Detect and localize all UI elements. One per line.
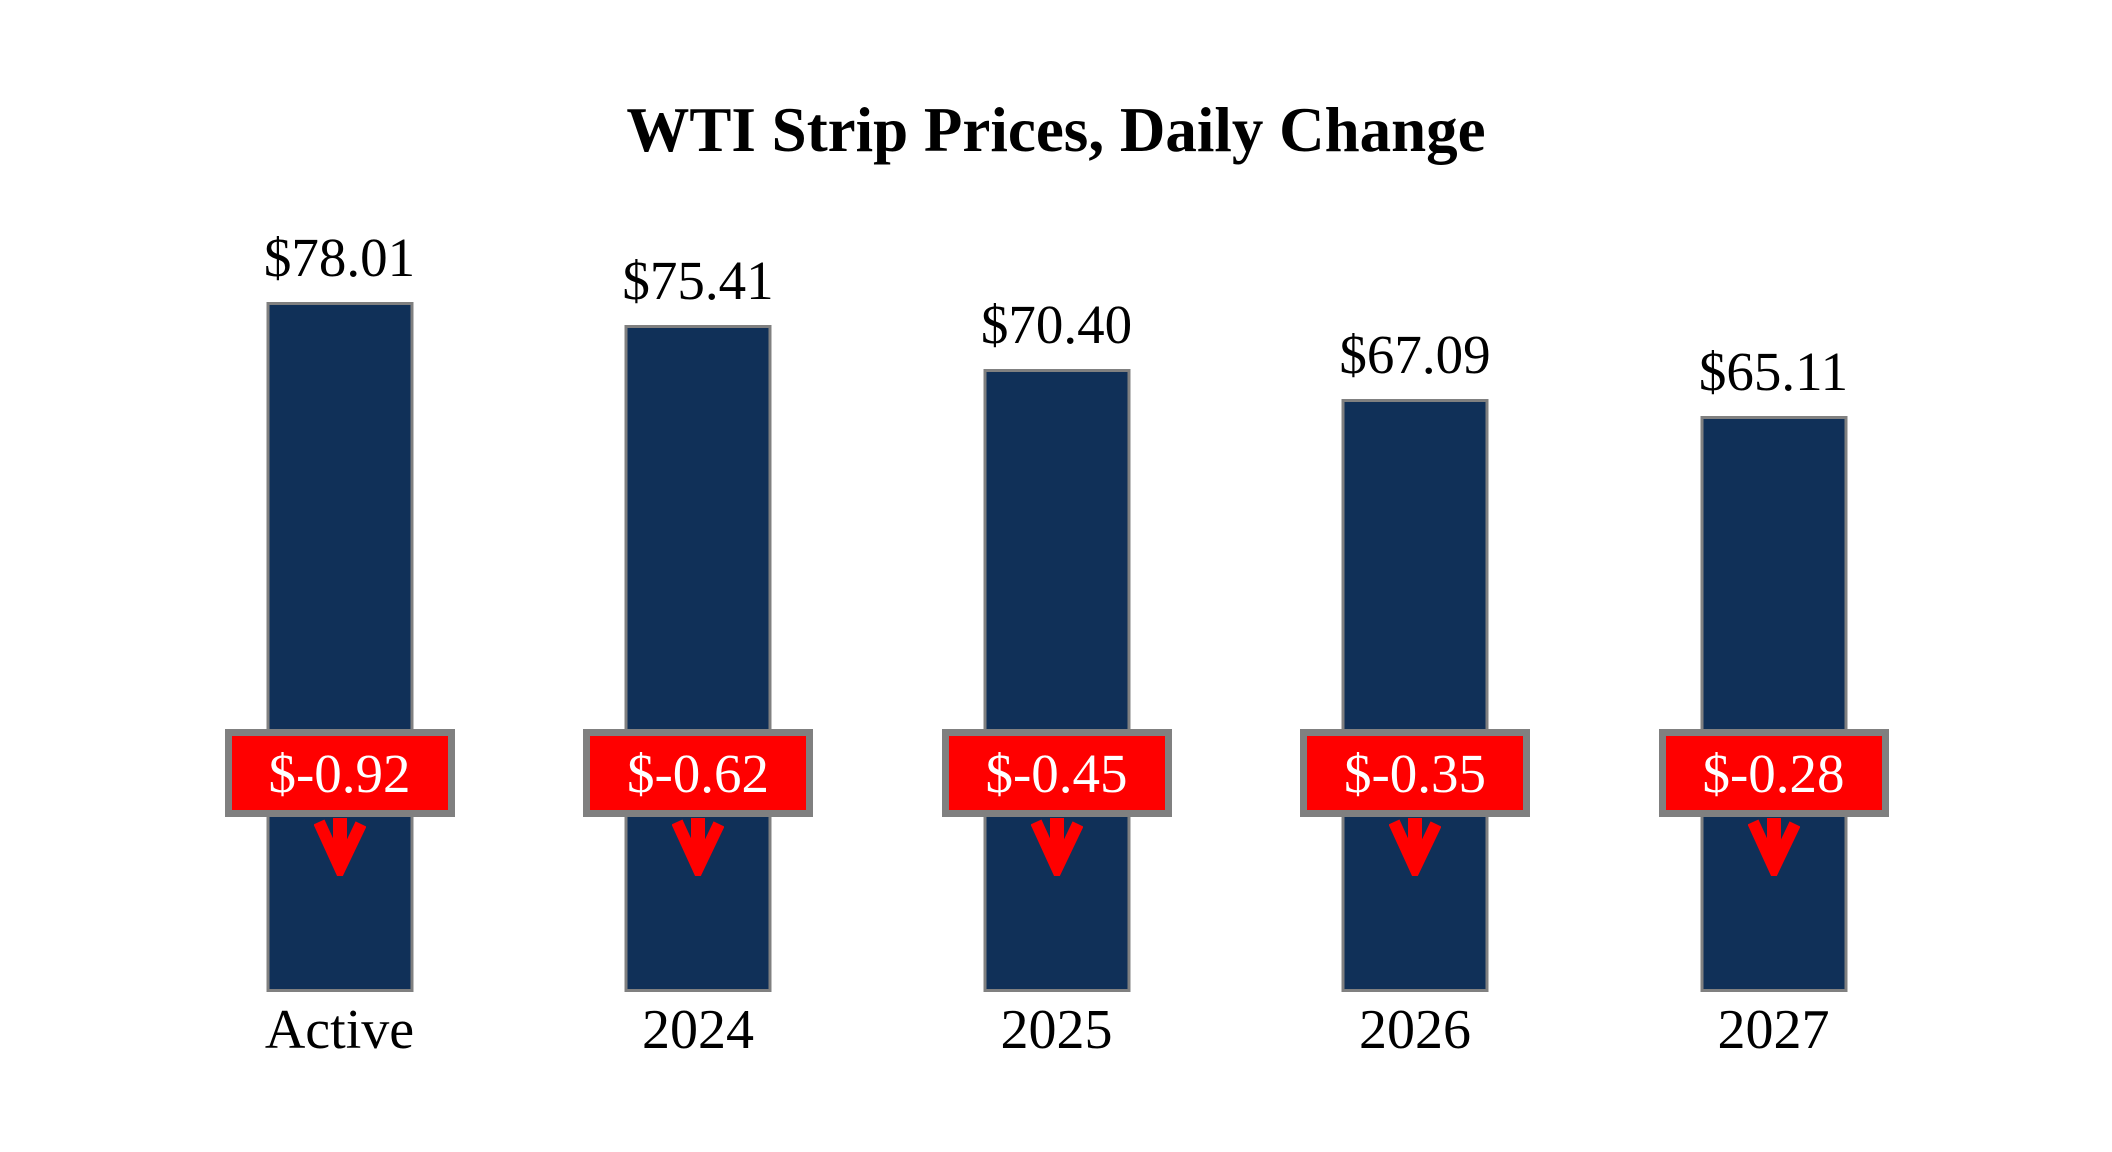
down-arrow-icon	[1030, 818, 1083, 883]
price-bar	[624, 325, 772, 992]
down-arrow-icon	[1747, 818, 1800, 883]
change-label: $-0.92	[268, 742, 411, 804]
down-arrow-icon	[1388, 818, 1442, 883]
price-label: $78.01	[263, 227, 416, 288]
change-badge: $-0.35	[1300, 729, 1530, 817]
category-label: 2026	[1359, 999, 1471, 1061]
change-label: $-0.35	[1343, 742, 1487, 804]
chart-column-2024: $75.41 $-0.62 2024	[519, 0, 877, 1152]
category-label: 2025	[1000, 999, 1113, 1061]
category-label: 2024	[642, 999, 754, 1061]
change-label: $-0.45	[985, 742, 1128, 804]
change-badge: $-0.62	[583, 729, 813, 817]
price-label: $67.09	[1339, 324, 1491, 385]
change-badge: $-0.28	[1658, 729, 1889, 817]
chart-column-active: $78.01 $-0.92 Active	[161, 0, 519, 1152]
price-bar	[983, 369, 1130, 992]
change-badge: $-0.45	[941, 729, 1172, 817]
down-arrow-icon	[671, 818, 725, 883]
price-bar	[1700, 416, 1847, 992]
category-label: Active	[264, 999, 415, 1061]
chart-column-2025: $70.40 $-0.45 2025	[878, 0, 1236, 1152]
change-label: $-0.28	[1702, 742, 1845, 804]
price-label: $65.11	[1698, 341, 1849, 402]
change-label: $-0.62	[626, 742, 770, 804]
chart-column-2027: $65.11 $-0.28 2027	[1595, 0, 1953, 1152]
price-bar	[266, 302, 413, 992]
price-bar	[1341, 399, 1489, 992]
price-label: $70.40	[980, 294, 1133, 355]
change-badge: $-0.92	[224, 729, 455, 817]
category-label: 2027	[1717, 999, 1830, 1061]
price-label: $75.41	[622, 250, 774, 311]
down-arrow-icon	[313, 818, 366, 883]
chart-title: WTI Strip Prices, Daily Change	[626, 95, 1486, 165]
chart-column-2026: $67.09 $-0.35 2026	[1236, 0, 1594, 1152]
